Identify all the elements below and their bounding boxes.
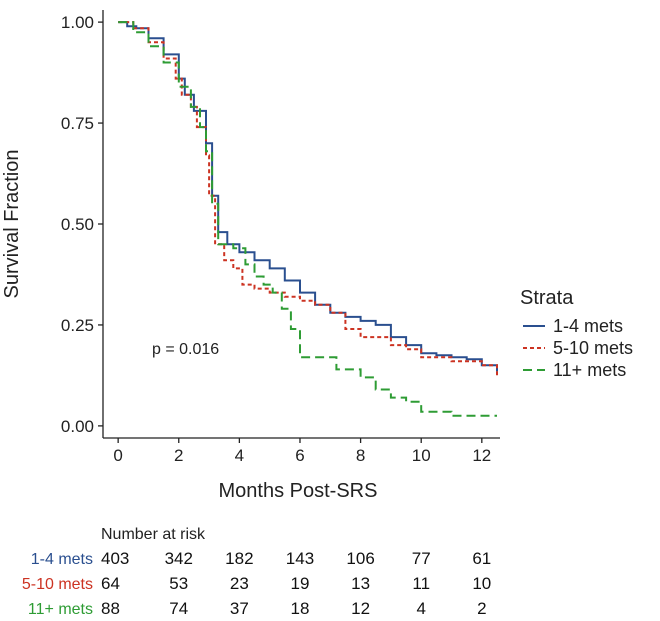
x-tick-label: 0: [113, 446, 122, 465]
x-tick-label: 10: [412, 446, 431, 465]
risk-count: 11: [412, 574, 430, 593]
p-value-annotation: p = 0.016: [152, 341, 219, 358]
x-axis-title: Months Post-SRS: [219, 480, 378, 502]
risk-count: 64: [101, 574, 120, 593]
x-tick-label: 8: [356, 446, 365, 465]
x-axis-ticks: 0 2 4 6 8 10 12: [113, 438, 491, 465]
legend-title: Strata: [520, 287, 574, 309]
risk-row-label: 11+ mets: [28, 601, 93, 618]
risk-count: 342: [165, 549, 193, 568]
risk-count: 4: [416, 599, 425, 618]
risk-count: 13: [351, 574, 370, 593]
series-line-1: [118, 21, 498, 372]
risk-count: 18: [291, 599, 310, 618]
risk-count: 2: [477, 599, 486, 618]
risk-count: 74: [169, 599, 188, 618]
y-tick-label: 0.00: [61, 417, 94, 436]
risk-count: 106: [346, 549, 374, 568]
y-axis-title: Survival Fraction: [1, 150, 23, 299]
x-tick-label: 6: [295, 446, 304, 465]
risk-count: 12: [351, 599, 370, 618]
series-line-3: [118, 21, 497, 417]
y-tick-label: 0.75: [61, 114, 94, 133]
y-tick-label: 0.50: [61, 215, 94, 234]
legend-label: 5-10 mets: [553, 338, 633, 358]
series-line-2: [118, 21, 498, 378]
risk-count: 182: [225, 549, 253, 568]
risk-count: 88: [101, 599, 120, 618]
risk-count: 10: [472, 574, 491, 593]
risk-count: 77: [412, 549, 431, 568]
risk-row-label: 5-10 mets: [22, 576, 93, 593]
y-tick-label: 0.25: [61, 316, 94, 335]
risk-count: 37: [230, 599, 249, 618]
y-tick-label: 1.00: [61, 13, 94, 32]
x-tick-label: 4: [235, 446, 244, 465]
risk-table-title: Number at risk: [101, 526, 206, 543]
legend-label: 1-4 mets: [553, 316, 623, 336]
risk-count: 143: [286, 549, 314, 568]
risk-count: 53: [169, 574, 188, 593]
risk-count: 23: [230, 574, 249, 593]
risk-table-rows: 1-4 mets 403 342 182 143 106 77 615-10 mets 64 53…: [22, 549, 491, 618]
survival-curves: [118, 21, 498, 417]
legend-label: 11+ mets: [553, 360, 626, 380]
x-tick-label: 12: [472, 446, 491, 465]
y-axis-ticks: 0.00 0.25 0.50 0.75 1.00: [61, 13, 103, 436]
risk-count: 403: [101, 549, 129, 568]
risk-count: 19: [291, 574, 310, 593]
risk-count: 61: [472, 549, 491, 568]
risk-row-label: 1-4 mets: [31, 551, 93, 568]
risk-table: Number at risk 1-4 mets 403 342 182 143 106 77…: [22, 526, 491, 618]
x-tick-label: 2: [174, 446, 183, 465]
